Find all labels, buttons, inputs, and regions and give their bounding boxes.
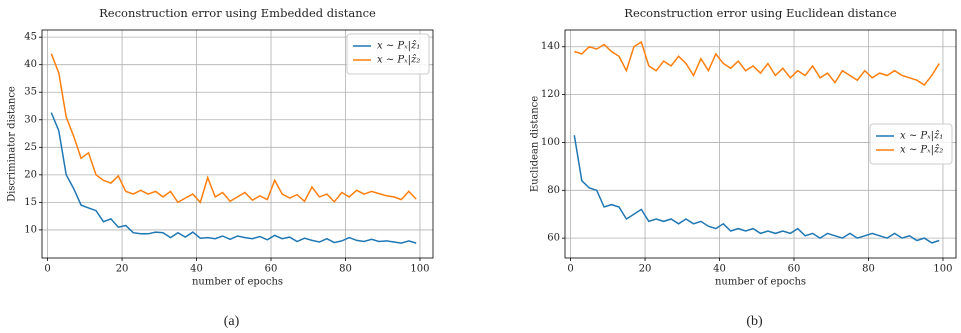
x-tick-label: 100 (410, 264, 429, 275)
legend-box (869, 123, 953, 165)
x-tick-label: 80 (862, 264, 875, 275)
series-line (573, 135, 940, 244)
y-tick-label: 40 (24, 59, 37, 70)
legend-label: x ∼ Pₓ|ẑ₂ (900, 145, 943, 156)
series-line (50, 53, 417, 204)
legend-box (346, 33, 430, 75)
legend-label: x ∼ Pₓ|ẑ₂ (377, 55, 420, 66)
caption: (a) (224, 314, 240, 329)
x-tick-label: 0 (567, 264, 573, 275)
y-tick-label: 20 (24, 169, 37, 180)
x-tick-label: 80 (339, 264, 352, 275)
chart: Reconstruction error using Euclidean dis… (530, 6, 957, 329)
plot-frame (41, 29, 434, 259)
y-tick-label: 35 (24, 87, 37, 98)
y-tick-label: 100 (541, 137, 560, 148)
x-tick-label: 60 (788, 264, 801, 275)
y-tick-label: 30 (24, 114, 37, 125)
legend: x ∼ Pₓ|ẑ₁ x ∼ Pₓ|ẑ₂ (346, 33, 430, 75)
x-tick-label: 20 (639, 264, 652, 275)
x-tick-label: 0 (44, 264, 50, 275)
y-axis-label: Euclidean distance (530, 96, 541, 192)
legend-label: x ∼ Pₓ|ẑ₁ (900, 131, 943, 142)
y-tick-label: 10 (24, 224, 37, 235)
y-tick-label: 25 (24, 142, 37, 153)
series-line (574, 40, 940, 87)
x-axis-label: number of epochs (715, 277, 806, 288)
series-line (50, 112, 417, 244)
y-tick-label: 60 (547, 233, 560, 244)
y-tick-label: 120 (541, 89, 560, 100)
chart-title: Reconstruction error using Euclidean dis… (624, 6, 897, 20)
x-tick-label: 40 (190, 264, 203, 275)
x-tick-label: 60 (265, 264, 278, 275)
y-tick-label: 15 (24, 197, 37, 208)
y-tick-label: 45 (24, 32, 37, 43)
legend-label: x ∼ Pₓ|ẑ₁ (377, 41, 420, 52)
chart-title: Reconstruction error using Embedded dist… (99, 6, 376, 20)
x-tick-label: 40 (713, 264, 726, 275)
plot-frame (564, 29, 957, 259)
x-tick-label: 20 (116, 264, 129, 275)
y-tick-label: 80 (547, 185, 560, 196)
x-axis-label: number of epochs (192, 277, 283, 288)
chart: Reconstruction error using Embedded dist… (7, 6, 434, 329)
caption: (b) (746, 314, 763, 329)
y-tick-label: 140 (541, 41, 560, 52)
x-tick-label: 100 (933, 264, 952, 275)
legend: x ∼ Pₓ|ẑ₁ x ∼ Pₓ|ẑ₂ (869, 123, 953, 165)
y-axis-label: Discriminator distance (7, 86, 18, 202)
